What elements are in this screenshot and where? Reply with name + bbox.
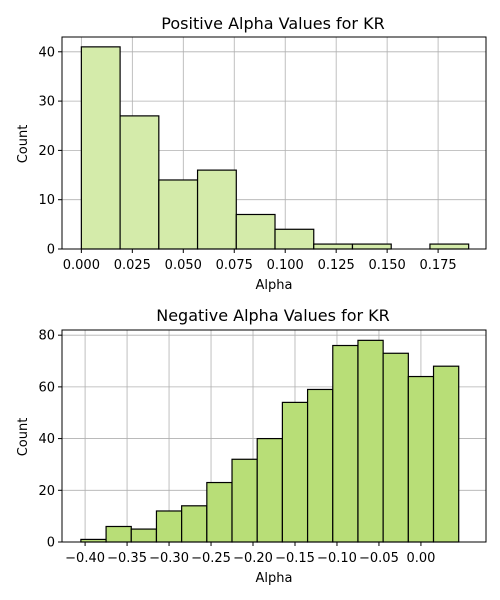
chart-negative-alpha: Negative Alpha Values for KR −0.40 −0.35−…: [16, 306, 487, 586]
y-tick-label: 80: [38, 329, 55, 344]
histogram-bar: [196, 169, 237, 250]
chart-title: Negative Alpha Values for KR: [156, 306, 390, 325]
bars: [80, 46, 470, 250]
x-tick-label: 0.050: [165, 258, 202, 273]
x-tick-label: 0.000: [63, 258, 100, 273]
histogram-bar: [119, 115, 160, 250]
x-tick-label: 0.100: [267, 258, 304, 273]
x-tick-label: −0.10: [317, 551, 357, 566]
y-tick-label: 60: [38, 380, 55, 395]
histogram-bar: [429, 243, 470, 250]
histogram-bar: [181, 505, 208, 543]
chart-title: Positive Alpha Values for KR: [161, 14, 384, 33]
x-axis-ticks: −0.40 −0.35 −0.30 −0.25 −0.20 −0.15 −0.10 −0.05…: [65, 542, 435, 566]
y-axis-label: Count: [16, 418, 31, 457]
y-tick-label: 0: [47, 243, 55, 258]
x-tick-label: −0.40: [65, 551, 105, 566]
x-tick-label: −0.20: [233, 551, 273, 566]
y-tick-label: 20: [38, 484, 55, 499]
plot-frame: [61, 36, 487, 250]
y-axis-ticks: 0 20 40 60 80: [38, 329, 62, 551]
histogram-bar: [407, 375, 435, 543]
histogram-bar: [306, 388, 334, 543]
y-axis-label: Count: [16, 125, 31, 164]
x-axis-ticks: 0.000 0.025 0.050 0.075 0.100 0.125 0.150 0.175: [63, 249, 457, 273]
x-tick-label: 0.175: [419, 258, 456, 273]
x-axis-label: Alpha: [256, 278, 293, 293]
x-tick-label: 0.00: [406, 551, 435, 566]
x-axis-label: Alpha: [256, 571, 293, 586]
histogram-bar: [382, 352, 409, 543]
histogram-bar: [274, 228, 315, 250]
histogram-bar: [281, 401, 309, 543]
y-tick-label: 0: [47, 536, 55, 551]
histogram-bar: [130, 528, 158, 543]
bars: [80, 339, 460, 543]
histogram-bar: [231, 458, 258, 543]
x-tick-label: 0.075: [216, 258, 253, 273]
y-tick-label: 40: [38, 45, 55, 60]
histogram-bar: [155, 510, 183, 543]
x-tick-label: −0.35: [107, 551, 147, 566]
histogram-bar: [235, 213, 276, 250]
y-axis-ticks: 0 10 20 30 40: [38, 45, 62, 258]
x-tick-label: −0.25: [191, 551, 231, 566]
histogram-bar: [332, 344, 359, 543]
histogram-bar: [256, 437, 283, 543]
histogram-bar: [105, 525, 132, 543]
histogram-bar: [357, 339, 384, 543]
x-tick-label: 0.150: [369, 258, 406, 273]
histogram-bar: [432, 365, 460, 543]
histogram-bar: [80, 46, 121, 250]
histogram-bar: [206, 481, 233, 543]
y-tick-label: 20: [38, 144, 55, 159]
x-tick-label: 0.125: [318, 258, 355, 273]
histogram-bar: [158, 179, 199, 250]
plot-frame: [61, 329, 487, 543]
histogram-bar: [351, 243, 392, 250]
x-tick-label: 0.025: [114, 258, 151, 273]
y-tick-label: 40: [38, 432, 55, 447]
y-tick-label: 30: [38, 95, 55, 110]
x-tick-label: −0.30: [149, 551, 189, 566]
histogram-bar: [313, 243, 354, 250]
x-tick-label: −0.15: [275, 551, 315, 566]
y-tick-label: 10: [38, 193, 55, 208]
x-tick-label: −0.05: [359, 551, 399, 566]
chart-positive-alpha: Positive Alpha Values for KR 0.000 0.025 0…: [16, 14, 487, 293]
